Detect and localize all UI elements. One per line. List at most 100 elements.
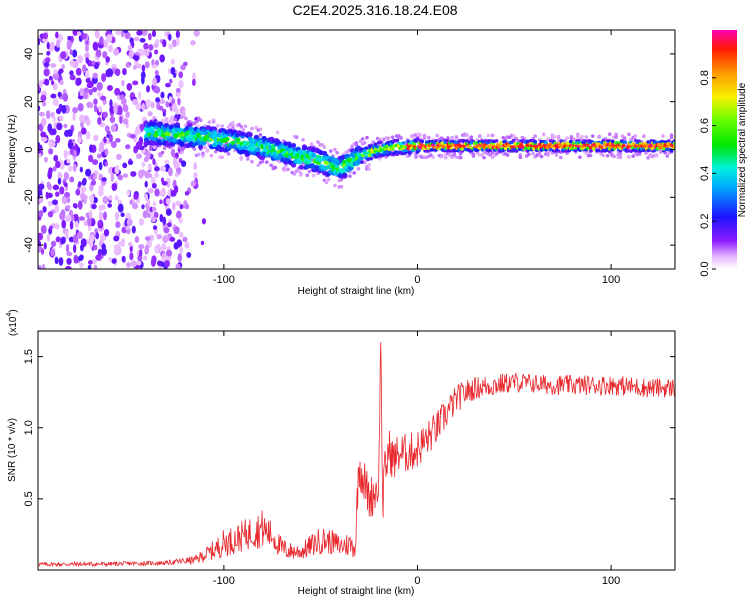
spectrogram-noise-cell <box>115 153 122 161</box>
spectrogram-noise-cell <box>133 36 140 42</box>
spectrogram-ridge-cell <box>497 145 502 149</box>
spectrogram-halo-cell <box>482 155 486 160</box>
spectrogram-noise-cell <box>87 260 93 265</box>
spectrogram-noise-cell <box>95 254 101 261</box>
spectrogram-halo-cell <box>250 126 254 131</box>
spectrogram-y-tick-label: 40 <box>23 48 35 60</box>
spectrogram-halo-cell <box>490 150 495 155</box>
snr-panel: -100 0 100 0.5 1.0 1.5 Height of straight li… <box>6 309 676 597</box>
spectrogram-x-tick-label: -100 <box>213 274 235 286</box>
spectrogram-noise-cell <box>106 130 111 135</box>
spectrogram-noise-cell <box>44 78 50 86</box>
spectrogram-noise-cell <box>154 59 159 66</box>
spectrogram-ridge-cell <box>661 147 666 151</box>
spectrogram-noise-cell <box>80 192 86 201</box>
spectrogram-noise-cell <box>125 144 131 150</box>
spectrogram-halo-cell <box>422 136 427 140</box>
spectrogram-noise-cell <box>57 91 62 97</box>
spectrogram-noise-cell <box>110 124 117 133</box>
spectrogram-noise-cell <box>77 55 84 64</box>
spectrogram-noise-cell <box>48 167 53 174</box>
spectrogram-halo-cell <box>669 135 674 140</box>
spectrogram-ridge-cell <box>663 140 668 144</box>
spectrogram-halo-cell <box>531 151 535 156</box>
spectrogram-noise-cell <box>52 98 59 106</box>
spectrogram-noise-cell <box>65 215 70 223</box>
spectrogram-ridge-cell <box>306 158 312 164</box>
spectrogram-noise-cell <box>144 48 150 57</box>
spectrogram-panel: -100 0 100 -40 -20 0 20 40 Height of straight … <box>7 29 676 297</box>
spectrogram-halo-cell <box>209 153 214 158</box>
spectrogram-noise-cell <box>104 125 110 133</box>
spectrogram-noise-cell <box>157 260 162 267</box>
spectrogram-y-tick-label: -20 <box>23 189 35 205</box>
spectrogram-noise-cell <box>56 39 61 48</box>
snr-y-tick-label: 1.0 <box>23 420 35 435</box>
spectrogram-noise-cell <box>125 111 130 119</box>
spectrogram-ridge-cell <box>369 157 373 161</box>
spectrogram-noise-cell <box>79 87 84 97</box>
spectrogram-noise-cell <box>130 260 137 268</box>
spectrogram-ridge-cell <box>544 140 548 145</box>
spectrogram-noise-cell <box>57 177 62 185</box>
colorbar: 0.0 0.2 0.4 0.6 0.8 Normalized spectral ampl… <box>699 30 748 277</box>
spectrogram-halo-cell <box>179 150 184 155</box>
spectrogram-noise-cell <box>144 180 148 188</box>
spectrogram-halo-cell <box>516 138 520 143</box>
spectrogram-noise-cell <box>152 201 157 207</box>
spectrogram-noise-cell <box>175 200 182 206</box>
spectrogram-ridge-cell <box>392 144 397 148</box>
spectrogram-ridge-cell <box>247 132 253 137</box>
spectrogram-noise-cell <box>139 38 146 43</box>
spectrogram-noise-cell <box>131 225 136 234</box>
spectrogram-halo-cell <box>322 145 327 150</box>
spectrogram-noise-cell <box>152 77 158 87</box>
spectrogram-noise-cell <box>162 111 166 117</box>
spectrogram-noise-cell <box>175 263 181 269</box>
spectrogram-ridge-cell <box>201 140 207 146</box>
snr-scale-suffix: ) <box>8 309 19 312</box>
spectrogram-noise-cell <box>64 191 71 199</box>
spectrogram-noise-cell <box>122 118 129 125</box>
spectrogram-halo-cell <box>311 173 316 178</box>
spectrogram-noise-cell <box>168 96 173 102</box>
spectrogram-noise-cell <box>171 202 176 211</box>
spectrogram-noise-cell <box>69 70 74 76</box>
spectrogram-ridge-cell <box>559 145 564 149</box>
spectrogram-noise-cell <box>110 141 117 148</box>
spectrogram-noise-cell <box>148 44 154 51</box>
snr-scale-exponent: 4 <box>6 313 13 317</box>
spectrogram-halo-cell <box>226 125 231 129</box>
spectrogram-noise-cell <box>95 232 100 240</box>
snr-scale-label: (x104) <box>6 309 19 336</box>
spectrogram-noise-cell <box>131 98 139 106</box>
spectrogram-noise-cell <box>193 30 200 37</box>
spectrogram-noise-cell <box>117 106 123 116</box>
spectrogram-ridge-cell <box>646 148 651 153</box>
spectrogram-noise-cell <box>57 171 63 181</box>
spectrogram-noise-cell <box>69 220 74 230</box>
spectrogram-noise-cell <box>52 165 57 172</box>
spectrogram-noise-cell <box>85 130 91 140</box>
spectrogram-halo-cell <box>446 136 450 140</box>
spectrogram-noise-cell <box>93 98 98 105</box>
spectrogram-ridge-cell <box>168 124 174 130</box>
spectrogram-noise-cell <box>100 95 107 101</box>
spectrogram-halo-cell <box>490 133 495 138</box>
spectrogram-ridge-cell <box>451 143 456 147</box>
spectrogram-noise-cell <box>154 69 159 76</box>
spectrogram-noise-cell <box>139 249 143 257</box>
spectrogram-noise-cell <box>178 232 184 238</box>
spectrogram-noise-cell <box>72 244 77 253</box>
snr-x-tick-label: 100 <box>602 575 620 587</box>
spectrogram-ridge-cell <box>311 152 317 158</box>
spectrogram-noise-cell <box>91 60 96 66</box>
spectrogram-noise-cell <box>182 236 188 243</box>
spectrogram-noise-cell <box>158 105 164 111</box>
spectrogram-noise-cell <box>150 216 157 223</box>
spectrogram-noise-cell <box>59 79 64 86</box>
spectrogram-noise-cell <box>161 245 166 252</box>
spectrogram-noise-cell <box>89 194 95 204</box>
spectrogram-noise-cell <box>169 236 176 242</box>
spectrogram-ridge-cell <box>434 139 438 143</box>
